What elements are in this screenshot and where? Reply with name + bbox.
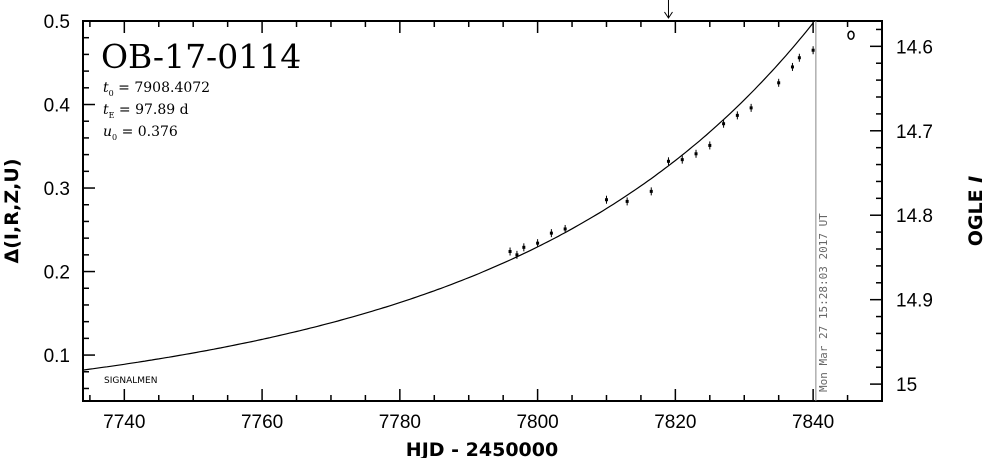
- param-value: = 7908.4072: [114, 80, 210, 96]
- point-marker: [749, 106, 753, 110]
- plot-frame: [82, 20, 883, 402]
- data-point: [522, 243, 526, 252]
- x-axis-title: HJD - 2450000: [406, 439, 558, 458]
- fit-parameter: tE = 97.89 d: [103, 102, 189, 120]
- x-tick-label: 7780: [379, 412, 421, 433]
- data-point: [666, 157, 670, 166]
- y-tick-label: 0.1: [44, 346, 70, 367]
- chart-title: OB-17-0114: [101, 37, 301, 76]
- open-data-point: [847, 30, 855, 40]
- x-tick-label: 7840: [792, 412, 834, 433]
- data-point: [811, 46, 815, 55]
- y2-tick-label: 14.9: [896, 291, 933, 312]
- model-curve: [82, 22, 814, 371]
- point-marker: [708, 143, 712, 147]
- current-time-stamp: Mon Mar 27 15:28:03 2017 UT: [817, 213, 830, 392]
- point-marker: [790, 65, 794, 69]
- y-tick-label: 0.2: [44, 263, 70, 284]
- model-curve-layer: [82, 22, 814, 371]
- data-point: [625, 197, 629, 206]
- param-value: = 97.89 d: [114, 102, 188, 118]
- point-marker: [666, 159, 670, 163]
- data-point: [777, 78, 781, 87]
- point-marker: [649, 189, 653, 193]
- point-marker: [797, 56, 801, 60]
- point-marker: [811, 48, 815, 52]
- data-point: [749, 103, 753, 112]
- data-point: [708, 141, 712, 150]
- point-marker: [536, 241, 540, 245]
- point-marker: [508, 250, 512, 254]
- y2-tick-label: 15: [896, 375, 917, 396]
- y-axis-title: Δ(I,R,Z,U): [1, 159, 23, 264]
- data-point: [515, 250, 519, 259]
- y-tick-label: 0.5: [44, 12, 70, 33]
- param-subscript: E: [109, 111, 115, 120]
- fit-parameter: u0 = 0.376: [103, 124, 178, 142]
- x-tick-label: 7740: [103, 412, 145, 433]
- point-marker: [625, 199, 629, 203]
- data-point: [549, 229, 553, 238]
- data-point: [604, 195, 608, 204]
- y-tick-label: 0.4: [44, 96, 71, 117]
- point-marker: [680, 158, 684, 162]
- param-symbol: t: [103, 102, 109, 118]
- data-point: [649, 187, 653, 196]
- data-point: [722, 119, 726, 128]
- point-marker: [604, 198, 608, 202]
- point-marker: [777, 81, 781, 85]
- point-marker: [735, 113, 739, 117]
- y2-tick-label: 14.7: [896, 122, 933, 143]
- data-point: [735, 111, 739, 120]
- param-symbol: t: [103, 80, 109, 96]
- credit-label: SIGNALMEN: [104, 376, 157, 386]
- data-point: [680, 155, 684, 164]
- arrow-down-icon: [664, 0, 673, 19]
- axis-ticks: [83, 20, 883, 402]
- x-tick-label: 7820: [654, 412, 696, 433]
- data-point: [508, 247, 512, 256]
- y2-axis-title: OGLE I: [965, 176, 985, 247]
- x-tick-label: 7800: [516, 412, 558, 433]
- data-point: [694, 149, 698, 158]
- point-marker: [549, 231, 553, 235]
- data-points-layer: [508, 30, 855, 259]
- data-point: [563, 224, 567, 233]
- fit-parameter: t0 = 7908.4072: [103, 80, 210, 98]
- point-marker: [694, 152, 698, 156]
- point-marker: [722, 122, 726, 126]
- y-tick-label: 0.3: [44, 179, 70, 200]
- data-point: [797, 53, 801, 62]
- param-symbol: u: [103, 124, 112, 140]
- y2-axis-title-main: OGLE: [965, 183, 985, 246]
- y2-tick-label: 14.8: [896, 206, 933, 227]
- param-subscript: 0: [112, 133, 117, 142]
- point-marker: [515, 253, 519, 257]
- data-point: [536, 239, 540, 248]
- tick-labels-layer: 7740 7760 7780 7800 7820 7840 0.1 0.2 0.3 0.4 0.5 1…: [44, 12, 933, 433]
- data-point: [790, 62, 794, 71]
- y2-axis-title-italic: I: [965, 176, 985, 183]
- param-subscript: 0: [109, 89, 114, 98]
- x-tick-label: 7760: [241, 412, 283, 433]
- y2-tick-label: 14.6: [896, 37, 933, 58]
- param-value: = 0.376: [117, 124, 178, 140]
- point-marker: [563, 227, 567, 231]
- point-marker: [522, 245, 526, 249]
